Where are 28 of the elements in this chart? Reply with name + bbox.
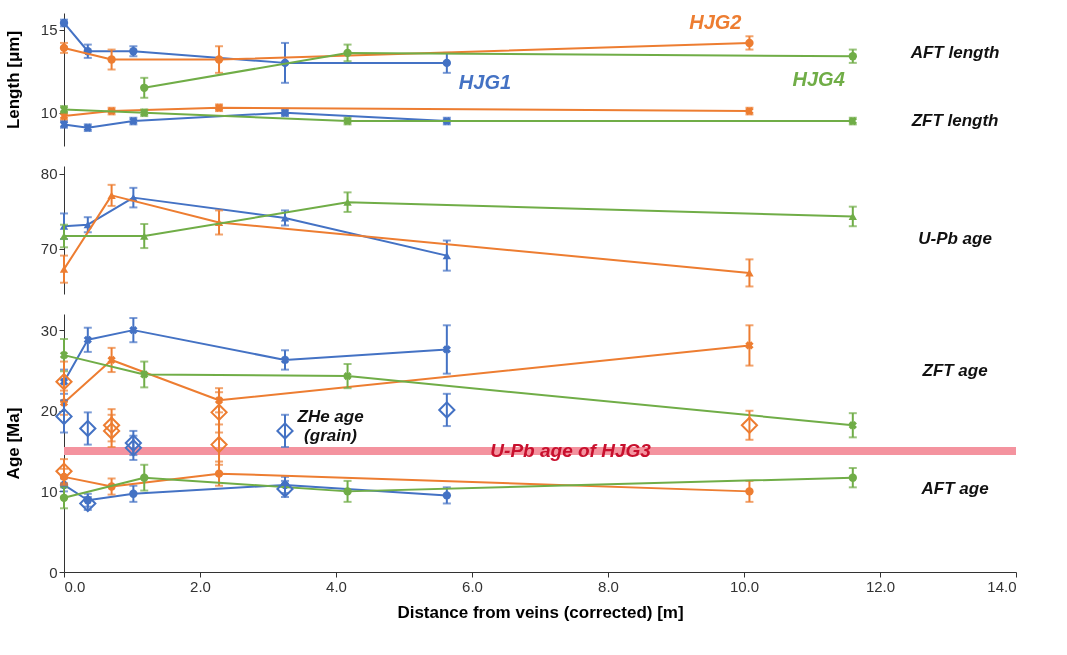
annotation: U-Pb age: [918, 228, 992, 248]
x-axis-title: Distance from veins (corrected) [m]: [397, 602, 684, 622]
y-axis-title: Age [Ma]: [3, 407, 23, 480]
x-tick-label: 4.0: [326, 577, 347, 595]
x-tick-label: 0.0: [64, 577, 86, 595]
y-tick-label: 20: [40, 402, 58, 420]
y-axis-title: Length [μm]: [3, 30, 23, 130]
series-label: HJG1: [458, 70, 512, 93]
x-tick-label: 12.0: [865, 577, 896, 595]
annotation: AFT length: [909, 42, 1000, 62]
y-tick-label: 10: [40, 482, 58, 500]
annotation: AFT age: [920, 479, 989, 499]
annotation: ZFT length: [910, 110, 999, 130]
x-tick-label: 8.0: [598, 577, 619, 595]
series-label: HJG2: [689, 10, 742, 33]
y-tick-label: 70: [40, 240, 58, 258]
y-tick-label: 10: [40, 104, 58, 122]
annotation: ZFT age: [921, 360, 988, 380]
x-tick-label: 10.0: [729, 577, 760, 595]
x-tick-label: 14.0: [987, 577, 1017, 595]
y-tick-label: 30: [40, 321, 58, 339]
annotation: ZHe age (grain): [296, 407, 364, 446]
y-tick-label: 15: [40, 21, 58, 39]
y-tick-label: 0: [49, 563, 58, 581]
x-tick-label: 6.0: [462, 577, 483, 595]
y-tick-label: 80: [40, 165, 58, 183]
x-tick-label: 2.0: [190, 577, 211, 595]
series-label: HJG4: [792, 68, 845, 91]
